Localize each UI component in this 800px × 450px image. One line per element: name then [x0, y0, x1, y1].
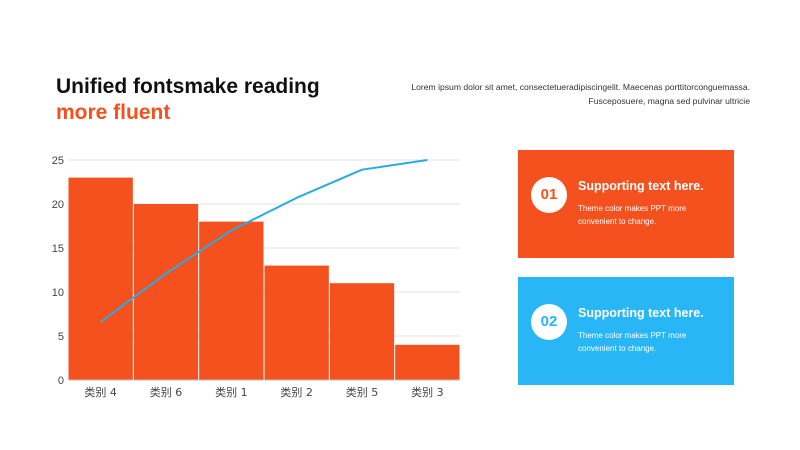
description-text: Lorem ipsum dolor sit amet, consectetuer…	[370, 80, 750, 108]
bar	[264, 265, 329, 380]
x-tick-label: 类别 4	[84, 385, 117, 399]
title-block: Unified fontsmake reading more fluent	[56, 74, 320, 126]
x-tick-label: 类别 5	[346, 385, 379, 399]
x-tick-label: 类别 6	[150, 385, 183, 399]
card-01-heading: Supporting text here.	[578, 179, 704, 193]
y-tick-label: 5	[58, 331, 64, 343]
bar	[199, 221, 264, 380]
card-02-heading: Supporting text here.	[578, 306, 704, 320]
card-01-number-badge: 01	[531, 177, 567, 213]
x-tick-label: 类别 1	[215, 385, 248, 399]
card-01: 01 Supporting text here. Theme color mak…	[518, 150, 734, 258]
card-02: 02 Supporting text here. Theme color mak…	[518, 277, 734, 385]
card-01-body-line-1: Theme color makes PPT more	[578, 204, 687, 213]
x-tick-label: 类别 3	[411, 385, 444, 399]
card-01-body: Theme color makes PPT more convenient to…	[578, 202, 728, 228]
description-line-2: Fusceposuere, magna sed pulvinar ultrici…	[588, 96, 750, 106]
x-tick-label: 类别 2	[280, 385, 313, 399]
bar	[329, 283, 395, 380]
page-title: Unified fontsmake reading	[56, 75, 320, 98]
page-subtitle: more fluent	[56, 101, 171, 124]
card-02-number-badge: 02	[531, 304, 567, 340]
description-line-1: Lorem ipsum dolor sit amet, consectetuer…	[411, 82, 750, 92]
y-tick-label: 25	[52, 155, 64, 167]
cumulative-line	[100, 159, 428, 323]
card-02-body: Theme color makes PPT more convenient to…	[578, 329, 728, 355]
card-01-body-line-2: convenient to change.	[578, 217, 657, 226]
card-02-body-line-1: Theme color makes PPT more	[578, 331, 687, 340]
card-02-body-line-2: convenient to change.	[578, 344, 657, 353]
bar	[395, 344, 460, 380]
y-tick-label: 10	[52, 287, 64, 299]
y-tick-label: 0	[58, 375, 64, 387]
bar	[133, 204, 199, 380]
y-tick-label: 15	[52, 243, 64, 255]
bar	[68, 177, 133, 380]
y-tick-label: 20	[52, 199, 64, 211]
